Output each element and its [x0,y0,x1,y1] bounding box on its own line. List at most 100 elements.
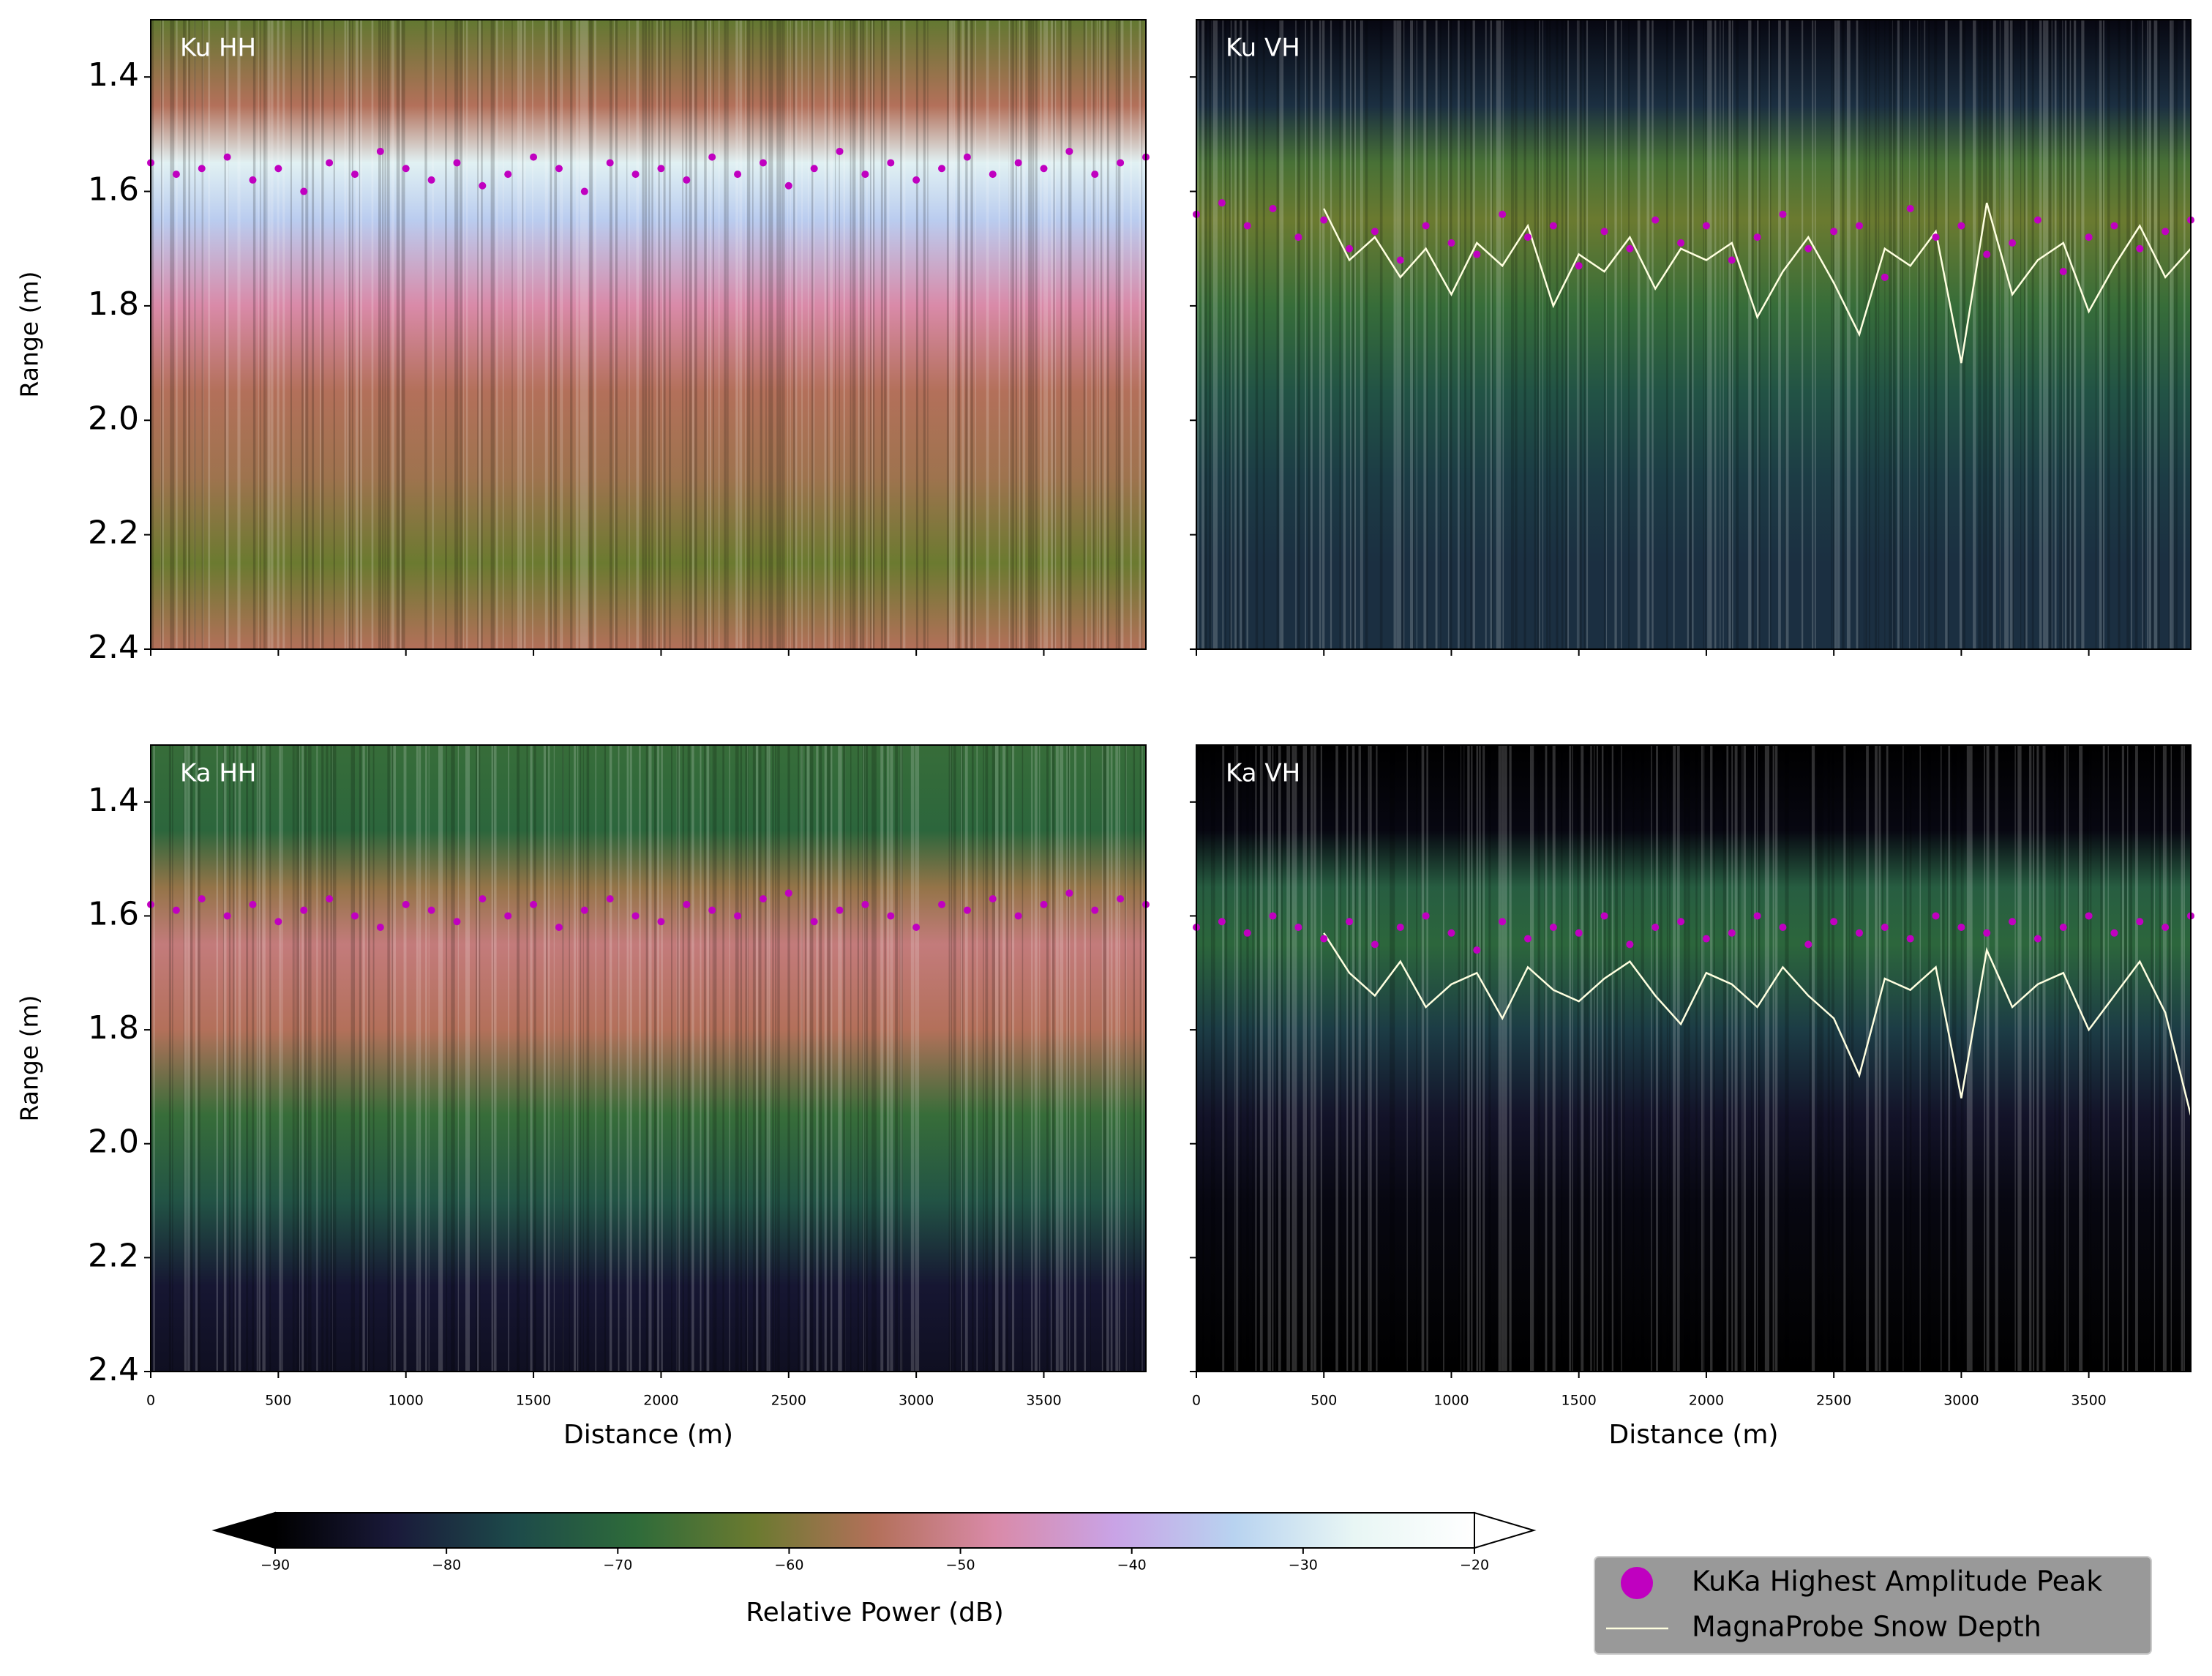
peak-point [1065,889,1073,897]
texture [152,745,1143,1372]
peak-point [1473,250,1481,258]
peak-point [1575,262,1583,270]
x-axis-label: Distance (m) [1608,1420,1778,1450]
texture [1196,745,2186,1372]
peak-point [1856,222,1863,230]
panel-title: Ku VH [1226,34,1300,63]
peak-point [453,159,461,167]
y-axis-label: Range (m) [15,995,44,1122]
peak-point [1117,895,1125,903]
peak-point [1447,239,1455,247]
peak-point [2085,912,2093,920]
peak-point [530,153,538,161]
peak-point [683,176,691,184]
peak-point [708,153,716,161]
peak-point [479,895,487,903]
peak-point [504,912,512,920]
peak-point [2162,924,2170,932]
radargram [1196,20,2191,649]
peak-point [1218,918,1226,926]
peak-point [1856,929,1863,937]
peak-point [1779,924,1787,932]
peak-point [1218,199,1226,207]
peak-point [1320,935,1328,943]
peak-point [1396,256,1404,264]
peak-point [223,153,231,161]
peak-point [1753,233,1761,242]
legend-marker [1621,1567,1653,1599]
peak-point [708,906,716,914]
peak-point [376,924,384,932]
peak-point [198,165,206,173]
peak-point [1014,159,1022,167]
colorbar [274,1512,1475,1549]
peak-point [1881,273,1889,281]
x-axis-label: Distance (m) [563,1420,733,1450]
peak-point [350,912,359,920]
peak-point [1320,216,1328,224]
peak-point [912,924,921,932]
colorbar-tick-label: −50 [946,1557,975,1574]
peak-point [1804,244,1812,252]
peak-point [810,165,818,173]
colorbar-tick-label: −90 [260,1557,290,1574]
plot-frame [1196,19,2192,650]
peak-point [1702,935,1710,943]
peak-point [198,895,206,903]
peak-point [2136,918,2144,926]
peak-point [376,147,384,155]
peak-point [479,182,487,190]
peak-point [1549,924,1557,932]
peak-point [1600,228,1608,236]
peak-point [2033,935,2042,943]
colorbar-extend-low [211,1511,276,1549]
texture [150,20,1143,649]
peak-point [1091,906,1099,914]
peak-point [1499,210,1507,218]
peak-point [223,912,231,920]
peak-point [1651,216,1660,224]
peak-point [1753,912,1761,920]
peak-point [1065,147,1073,155]
peak-point [912,176,921,184]
peak-point [1473,946,1481,954]
y-tick-label: 2.4 [88,1351,139,1388]
radargram [1196,745,2191,1372]
colorbar-tick-label: −80 [432,1557,461,1574]
peak-point [836,147,844,155]
peak-point [1396,924,1404,932]
peak-point [784,182,792,190]
peak-point [2162,228,2170,236]
peak-point [1932,233,1940,242]
y-tick-label: 1.8 [88,285,139,323]
peak-point [1677,239,1685,247]
peak-point [1117,159,1125,167]
peak-point [1346,244,1354,252]
peak-point [1243,929,1251,937]
peak-point [759,159,767,167]
peak-point [1243,222,1251,230]
peak-point [631,171,640,179]
peak-point [734,171,742,179]
peak-point [555,165,563,173]
peak-point [1804,940,1812,949]
peak-point [1269,205,1277,212]
peak-point [1983,929,1991,937]
peak-point [1906,205,1914,212]
snow-depth-line [1323,932,2192,1116]
snow-depth-line [1323,202,2192,364]
peak-point [1881,924,1889,932]
peak-point [1447,929,1455,937]
peak-point [300,906,308,914]
peak-point [402,900,410,908]
peak-point [1549,222,1557,230]
legend-label: KuKa Highest Amplitude Peak [1692,1565,2102,1598]
peak-point [1728,256,1736,264]
x-tick-label: 1500 [1561,1393,1597,1409]
peak-point [1677,918,1685,926]
peak-point [402,165,410,173]
peak-point [530,900,538,908]
peak-point [1346,918,1354,926]
colorbar-label: Relative Power (dB) [746,1598,1004,1628]
peak-point [1040,900,1048,908]
